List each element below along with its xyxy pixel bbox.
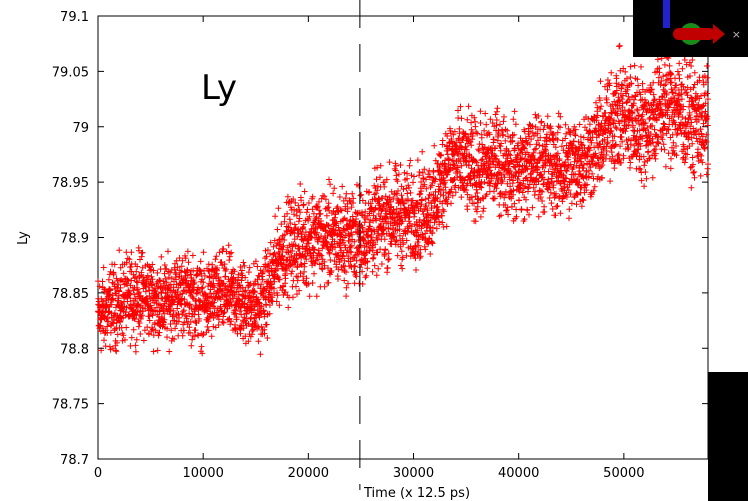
y-tick-label: 79.1 bbox=[60, 10, 89, 25]
axis-ticks: 78.7 78.75 78.8 78.85 78.9 78.95 79 79.05 79.1 0 1… bbox=[52, 10, 708, 481]
x-tick-label: 20000 bbox=[288, 466, 329, 481]
y-tick-label: 78.85 bbox=[52, 287, 89, 302]
black-panel bbox=[708, 372, 748, 501]
y-tick-label: 78.8 bbox=[60, 342, 89, 357]
x-tick-label: 0 bbox=[94, 466, 102, 481]
y-tick-label: 79.05 bbox=[52, 65, 89, 80]
x-tick-label: 40000 bbox=[498, 466, 539, 481]
y-axis-label: Ly bbox=[16, 231, 31, 245]
x-tick-label: 30000 bbox=[393, 466, 434, 481]
series-points bbox=[95, 42, 711, 358]
y-tick-label: 78.95 bbox=[52, 176, 89, 191]
x-tick-label: 50000 bbox=[603, 466, 644, 481]
close-icon[interactable]: × bbox=[731, 28, 741, 41]
x-tick-label: 10000 bbox=[182, 466, 223, 481]
y-tick-label: 78.7 bbox=[60, 453, 89, 468]
y-tick-label: 78.75 bbox=[52, 398, 89, 413]
y-tick-label: 78.9 bbox=[60, 232, 89, 247]
y-tick-label: 79 bbox=[72, 121, 89, 136]
data-points bbox=[95, 42, 711, 358]
x-axis-label: Time (x 12.5 ps) bbox=[363, 486, 470, 501]
axes-gizmo-icon bbox=[663, 0, 725, 45]
ly-annotation: Ly bbox=[201, 68, 237, 108]
axes-orientation-widget[interactable]: × bbox=[633, 0, 748, 57]
